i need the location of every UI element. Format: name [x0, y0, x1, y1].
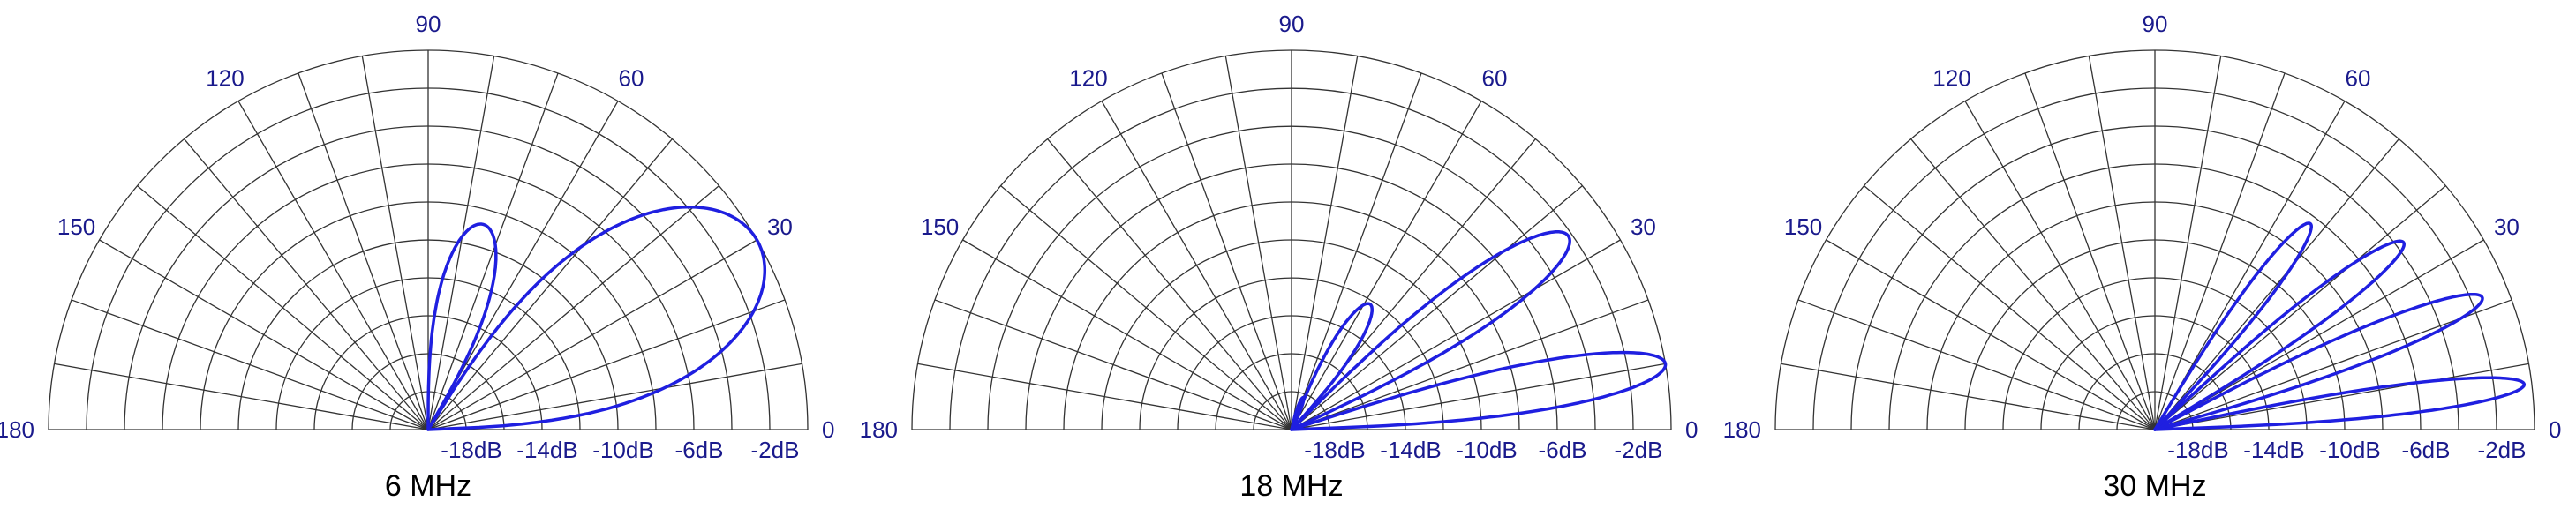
radial-tick-label: -10dB	[1456, 437, 1517, 463]
pattern-lobe-2	[2153, 292, 2484, 431]
radial-tick-label: -18dB	[2167, 437, 2228, 463]
grid-spoke	[427, 299, 786, 430]
polar-chart-18-mhz: 0 30 60 90 120 150 180 -18dB -14dB -10dB -6dB -2dB 1…	[860, 11, 1699, 503]
grid-spoke	[1161, 72, 1292, 430]
grid-spoke	[934, 299, 1292, 430]
angle-tick-label: 90	[416, 11, 441, 37]
grid-spoke	[1781, 363, 2156, 430]
radial-tick-label: -10dB	[2319, 437, 2380, 463]
angle-tick-label: 60	[2346, 65, 2371, 92]
angle-tick-label: 60	[1482, 65, 1508, 92]
grid-spoke	[99, 239, 429, 430]
pattern-lobe-2	[426, 222, 498, 431]
pattern-lobe-4	[1290, 395, 1306, 431]
pattern-lobe-4	[2153, 221, 2313, 431]
radial-tick-label: -6dB	[2402, 437, 2451, 463]
angle-tick-label: 180	[0, 416, 34, 443]
grid-spoke	[2154, 185, 2446, 430]
chart-title: 6 MHz	[385, 469, 471, 503]
radial-tick-label: -18dB	[1304, 437, 1365, 463]
grid-spoke	[2154, 138, 2399, 430]
pattern-lobe-1	[426, 205, 767, 431]
angle-tick-label: 120	[1932, 65, 1970, 92]
grid-spoke	[1047, 138, 1292, 430]
pattern-lobe-3	[1290, 302, 1374, 431]
angle-tick-label: 90	[2143, 11, 2168, 37]
grid-spoke	[54, 363, 429, 430]
angle-tick-label: 60	[619, 65, 644, 92]
radial-tick-label: -2dB	[751, 437, 800, 463]
grid-spoke	[1224, 56, 1292, 430]
grid-spoke	[361, 56, 429, 430]
chart-title: 18 MHz	[1239, 469, 1343, 503]
radial-tick-label: -14dB	[516, 437, 577, 463]
grid-spoke	[2154, 363, 2529, 430]
angle-tick-label: 150	[57, 213, 95, 240]
grid-spoke	[1964, 101, 2156, 430]
pattern-lobe-1	[2153, 376, 2527, 431]
radial-tick-label: -2dB	[2478, 437, 2527, 463]
grid-spoke	[1797, 299, 2156, 430]
grid-spoke	[1291, 72, 1422, 430]
grid-spoke	[427, 363, 802, 430]
grid-spoke	[1291, 185, 1583, 430]
angle-tick-label: 30	[1631, 213, 1656, 240]
grid-spoke	[1291, 363, 1666, 430]
radial-tick-label: -6dB	[1539, 437, 1587, 463]
grid-spoke	[1291, 299, 1649, 430]
grid-spoke	[427, 138, 673, 430]
grid-spoke	[237, 101, 429, 430]
polar-chart-6-mhz: 0 30 60 90 120 150 180 -18dB -14dB -10dB -6dB -2dB 6…	[0, 11, 834, 503]
angle-tick-label: 0	[2549, 416, 2561, 443]
angle-tick-label: 120	[206, 65, 244, 92]
radial-tick-label: -2dB	[1615, 437, 1663, 463]
grid-spoke	[184, 138, 429, 430]
grid-spoke	[137, 185, 429, 430]
radial-tick-label: -10dB	[592, 437, 653, 463]
grid-spoke	[427, 239, 757, 430]
angle-tick-label: 120	[1069, 65, 1107, 92]
grid-spoke	[1000, 185, 1292, 430]
grid-spoke	[1291, 239, 1621, 430]
pattern-lobe-1	[1290, 350, 1668, 431]
angle-tick-label: 0	[822, 416, 834, 443]
angle-tick-label: 0	[1685, 416, 1698, 443]
chart-title: 30 MHz	[2103, 469, 2206, 503]
grid-spoke	[1291, 101, 1482, 430]
angle-tick-label: 180	[860, 416, 898, 443]
angle-tick-label: 30	[767, 213, 793, 240]
grid-spoke	[962, 239, 1292, 430]
grid-spoke	[1910, 138, 2156, 430]
grid-spoke	[2154, 56, 2222, 430]
grid-spoke	[2088, 56, 2156, 430]
grid-spoke	[2154, 299, 2512, 430]
radial-tick-label: -14dB	[2243, 437, 2304, 463]
pattern-lobe-2	[1290, 230, 1571, 431]
radial-tick-label: -14dB	[1380, 437, 1441, 463]
grid-spoke	[917, 363, 1292, 430]
grid-spoke	[427, 185, 719, 430]
angle-tick-label: 30	[2494, 213, 2520, 240]
grid-spoke	[427, 72, 559, 430]
angle-tick-label: 90	[1279, 11, 1305, 37]
grid-spoke	[427, 56, 495, 430]
grid-spoke	[2154, 72, 2286, 430]
angle-tick-label: 150	[1784, 213, 1822, 240]
grid-spoke	[71, 299, 429, 430]
angle-tick-label: 180	[1723, 416, 1761, 443]
radial-tick-label: -6dB	[675, 437, 724, 463]
grid-spoke	[1864, 185, 2156, 430]
grid-spoke	[1101, 101, 1292, 430]
grid-spoke	[1291, 56, 1359, 430]
angle-tick-label: 150	[921, 213, 959, 240]
grid-spoke	[1826, 239, 2156, 430]
pattern-lobe-3	[2153, 239, 2406, 431]
radial-tick-label: -18dB	[441, 437, 501, 463]
grid-spoke	[2024, 72, 2156, 430]
polar-chart-30-mhz: 0 30 60 90 120 150 180 -18dB -14dB -10dB -6dB -2dB 3…	[1723, 11, 2562, 503]
grid-spoke	[298, 72, 429, 430]
